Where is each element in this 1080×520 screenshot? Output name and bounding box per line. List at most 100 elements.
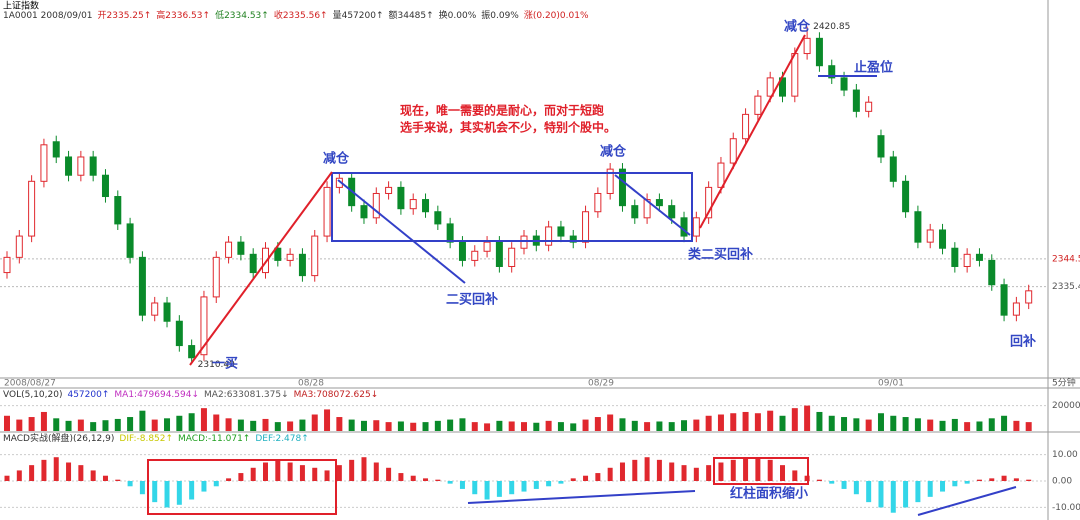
candle-body: [791, 53, 799, 97]
volume-bar: [607, 414, 614, 431]
candle-body: [163, 302, 171, 322]
candle-body: [65, 156, 73, 176]
macd-bar: [90, 470, 96, 481]
header-item: 高2336.53↑: [156, 9, 210, 21]
macd-bar: [632, 459, 638, 481]
y-tick-label: 2335.4: [1052, 282, 1080, 292]
macd-bar: [1001, 475, 1007, 481]
header-item: MACD实战(解盘)(26,12,9): [3, 432, 114, 444]
macd-bar: [866, 481, 872, 503]
macd-bar: [16, 470, 22, 481]
macd-bar: [127, 481, 133, 487]
candle-body: [754, 95, 762, 115]
header-item: MA2:633081.375↓: [204, 390, 289, 400]
macd-bar: [644, 457, 650, 481]
macd-bar: [558, 481, 564, 484]
macd-bar: [41, 459, 47, 481]
header-item: 额34485↑: [389, 9, 434, 21]
arrow: [917, 486, 1017, 516]
volume-bar: [496, 420, 503, 431]
macd-bar: [878, 481, 884, 508]
candle-body: [249, 253, 257, 274]
date-label: 08/29: [588, 379, 614, 389]
volume-bar: [656, 421, 663, 431]
date-label: 2008/08/27: [4, 379, 56, 389]
header-item: MA3:708072.625↓: [294, 390, 379, 400]
volume-bar: [225, 418, 232, 431]
header-item: 457200↑: [67, 390, 109, 400]
candle-body: [175, 320, 183, 347]
macd-bar: [398, 473, 404, 481]
volume-bar: [582, 419, 589, 431]
macd-bar: [730, 459, 736, 481]
candle-body: [126, 223, 134, 258]
macd-bar: [164, 481, 170, 508]
volume-bar: [779, 415, 786, 431]
macd-bar: [1013, 478, 1019, 481]
volume-bar: [385, 422, 392, 431]
macd-bar: [336, 465, 342, 481]
header-item: DEF:2.478↑: [255, 434, 308, 444]
y-tick-label: 2344.5: [1052, 254, 1080, 264]
volume-bar: [164, 418, 171, 431]
candle-body: [397, 186, 405, 210]
macd-bar: [570, 478, 576, 481]
candle-body: [852, 89, 860, 112]
candle-body: [89, 156, 97, 176]
note: 现在，唯一需要的是耐心，而对于短跑: [400, 103, 604, 118]
macd-bar: [964, 481, 970, 484]
candle-body: [3, 256, 11, 274]
macd-bar: [201, 481, 207, 492]
macd-bar: [1026, 479, 1032, 481]
macd-bar: [263, 462, 268, 481]
macd-bar: [386, 467, 392, 481]
volume-bar: [459, 418, 466, 431]
macd-bar: [841, 481, 847, 489]
volume-bar: [668, 422, 675, 431]
candle-body: [212, 256, 220, 298]
y-tick-label: 10.00: [1052, 450, 1078, 460]
volume-bar: [681, 420, 688, 431]
volume-bar: [237, 419, 244, 431]
annotation: 一买: [212, 357, 238, 372]
macd-bar: [976, 479, 982, 481]
volume-bar: [742, 411, 749, 431]
macd-bar: [915, 481, 921, 503]
candle-body: [520, 235, 528, 249]
volume-bar: [1025, 422, 1032, 431]
volume-bar: [102, 420, 109, 431]
macd-bar: [693, 467, 699, 481]
volume-bar: [533, 422, 540, 431]
macd-bar: [152, 481, 158, 503]
volume-bar: [53, 418, 60, 431]
candle-body: [458, 241, 466, 261]
macd-bar: [718, 462, 724, 481]
candle-body: [988, 259, 996, 286]
volume-bar: [250, 420, 257, 431]
candle-body: [28, 180, 36, 237]
volume-bar: [114, 418, 121, 431]
annotations: 减仓 一买 二买回补 减仓 类二买回补 减仓 止盈位 回补 现在，唯一需要的是耐…: [147, 19, 1036, 516]
candle-body: [114, 196, 122, 225]
candle-body: [569, 235, 577, 243]
macd-bar: [312, 467, 318, 481]
macd-bar: [496, 481, 502, 497]
candle-body: [151, 302, 159, 316]
candle-body: [200, 296, 208, 356]
volume-bar: [484, 423, 491, 431]
macd-header: MACD实战(解盘)(26,12,9) DIF:-8.852↑ MACD:-11.0…: [3, 432, 309, 444]
price-label: 2310.49: [198, 360, 235, 370]
volume-bar: [767, 410, 774, 431]
candle-body: [902, 180, 910, 213]
volume-bar: [4, 415, 10, 431]
candle-body: [311, 235, 319, 277]
volume-bar: [902, 417, 909, 431]
macd-bar: [903, 481, 909, 508]
range-box: [331, 172, 693, 242]
candle-body: [606, 168, 614, 194]
macd-bar: [681, 465, 687, 481]
macd-bar: [373, 462, 379, 481]
trend-line: [699, 34, 806, 229]
volume-bar: [200, 408, 207, 431]
volume-bar: [804, 405, 811, 431]
